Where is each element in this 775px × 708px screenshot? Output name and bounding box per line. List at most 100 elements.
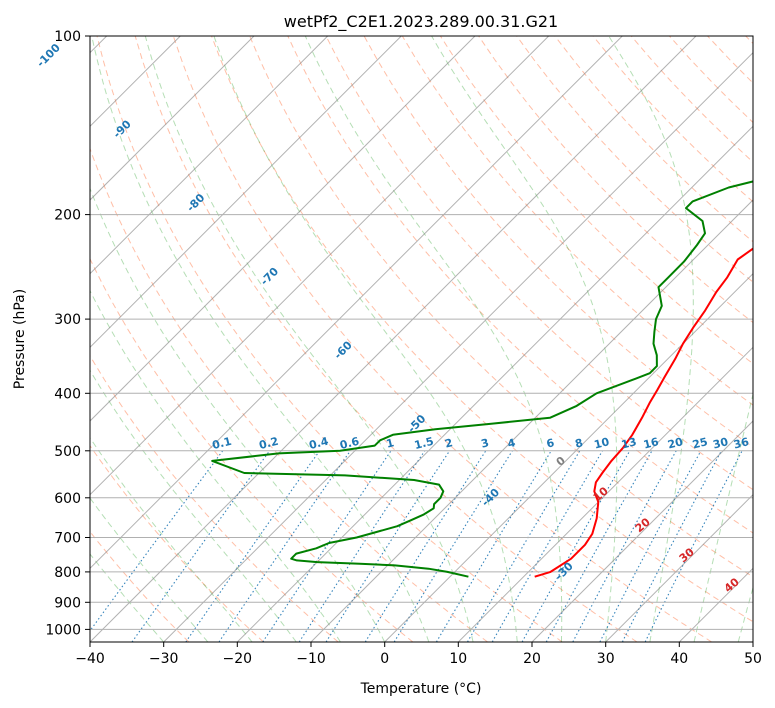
- isotherm-line: [384, 272, 753, 642]
- x-tick-label: 50: [744, 651, 762, 667]
- mixing-ratio-label: 0.2: [258, 435, 280, 452]
- moist-adiabat-line: [90, 289, 341, 642]
- dry-adiabat-line: [325, 36, 753, 491]
- dry-adiabat-line: [707, 36, 753, 84]
- y-tick-label: 300: [54, 312, 81, 328]
- isotherm-label: -70: [258, 265, 281, 288]
- moist-adiabat-line: [431, 36, 618, 642]
- mixing-ratio-line: [185, 450, 321, 642]
- x-tick-label: 40: [670, 651, 688, 667]
- moist-adiabat-line: [213, 36, 518, 642]
- y-tick-label: 100: [54, 29, 81, 45]
- y-tick-label: 1000: [45, 622, 81, 638]
- y-tick-label: 500: [54, 444, 81, 460]
- x-tick-label: −20: [223, 651, 253, 667]
- isotherm-line: [90, 36, 697, 642]
- dry-adiabat-line: [134, 36, 638, 642]
- mixing-ratio-label: 3: [480, 436, 491, 450]
- plot-area: [90, 36, 753, 642]
- plot-frame: [89, 35, 754, 643]
- dry-adiabat-line: [439, 36, 753, 365]
- x-tick-label: −30: [149, 651, 179, 667]
- moist-adiabat-line: [90, 187, 386, 642]
- mixing-ratio-label: 25: [691, 435, 709, 451]
- moist-adiabat-line: [90, 553, 165, 642]
- mixing-ratio-label: 1: [385, 436, 396, 450]
- mixing-ratio-label: 8: [574, 436, 585, 450]
- mixing-ratio-line: [325, 450, 451, 642]
- x-tick-label: −10: [296, 651, 326, 667]
- isotherm-line: [90, 36, 402, 349]
- dry-adiabat-label: 20: [633, 515, 653, 535]
- mixing-ratio-line: [545, 450, 653, 642]
- x-axis-ticks: −40 −30 −20 −10 0 10 20 30 40 50: [75, 642, 762, 667]
- mixing-ratio-label: 36: [732, 435, 750, 451]
- y-tick-label: 700: [54, 531, 81, 547]
- mixing-ratio-label: 20: [666, 435, 684, 451]
- dry-adiabats: [90, 36, 753, 642]
- mixing-ratio-line: [364, 450, 487, 642]
- dry-adiabat-line: [172, 36, 712, 642]
- skewed-isotherms: [90, 36, 753, 642]
- dry-adiabat-label: 40: [722, 575, 742, 595]
- mixing-ratio-line: [572, 450, 677, 642]
- x-tick-label: 20: [523, 651, 541, 667]
- y-tick-label: 800: [54, 565, 81, 581]
- dry-adiabat-line: [96, 36, 563, 642]
- moist-adiabat-line: [90, 497, 209, 642]
- mixing-ratio-line: [131, 450, 271, 642]
- dry-adiabat-line: [249, 36, 753, 578]
- y-tick-label: 200: [54, 208, 81, 224]
- dry-adiabat-label: 10: [591, 484, 611, 504]
- y-tick-label: 900: [54, 595, 81, 611]
- mixing-ratio-label: 4: [506, 436, 517, 451]
- dry-adiabat-line: [90, 257, 414, 642]
- x-tick-label: −40: [75, 651, 105, 667]
- isotherm-label: -100: [34, 41, 63, 70]
- x-tick-label: 10: [449, 651, 467, 667]
- isotherm-line: [163, 51, 753, 642]
- isotherm-line: [678, 567, 753, 642]
- isotherm-line: [457, 346, 753, 642]
- isotherm-line: [90, 36, 255, 201]
- mixing-ratio-line: [435, 450, 552, 642]
- mixing-ratio-line: [521, 450, 631, 642]
- y-axis-label: Pressure (hPa): [12, 289, 28, 389]
- isotherm-label: -90: [111, 117, 134, 140]
- sounding-profiles: [211, 180, 753, 578]
- chart-title: wetPf2_C2E1.2023.289.00.31.G21: [284, 12, 558, 32]
- isotherm-line: [752, 641, 753, 642]
- y-axis-ticks: 100 200 300 400 500 600 700 800 900 1000: [45, 29, 90, 638]
- mixing-ratio-label: 2: [443, 436, 454, 450]
- dry-adiabat-line: [90, 444, 264, 642]
- mixing-ratio-label: 16: [642, 435, 660, 451]
- isotherm-line: [236, 125, 753, 642]
- moist-adiabat-line: [737, 585, 753, 642]
- isotherm-line: [605, 493, 753, 642]
- mixing-ratio-label: 30: [712, 435, 730, 451]
- x-tick-label: 30: [597, 651, 615, 667]
- dry-adiabat-line: [211, 36, 753, 623]
- temperature-profile-line: [534, 247, 753, 578]
- mixing-ratio-label: 0.6: [339, 435, 361, 452]
- dry-adiabat-line: [90, 530, 190, 642]
- mixing-ratio-line: [644, 450, 743, 642]
- isotherm-label: -40: [479, 486, 502, 509]
- moist-adiabat-line: [693, 392, 753, 642]
- mixing-ratio-label: 6: [545, 436, 556, 451]
- moist-adiabat-line: [304, 36, 563, 642]
- dry-adiabat-line: [554, 36, 753, 243]
- isotherm-line: [90, 36, 623, 570]
- isotherm-label: -30: [553, 559, 576, 582]
- dewpoint-profile-line: [211, 180, 753, 578]
- mixing-ratio-line: [467, 450, 581, 642]
- mixing-ratio-line: [599, 450, 702, 642]
- isotherm-line: [90, 36, 329, 275]
- y-tick-label: 600: [54, 491, 81, 507]
- isotherm-line: [310, 199, 753, 642]
- moist-adiabat-line: [90, 436, 253, 642]
- moist-adiabat-line: [608, 36, 694, 642]
- mixing-ratio-line: [218, 450, 351, 642]
- moist-adiabats: [90, 36, 753, 642]
